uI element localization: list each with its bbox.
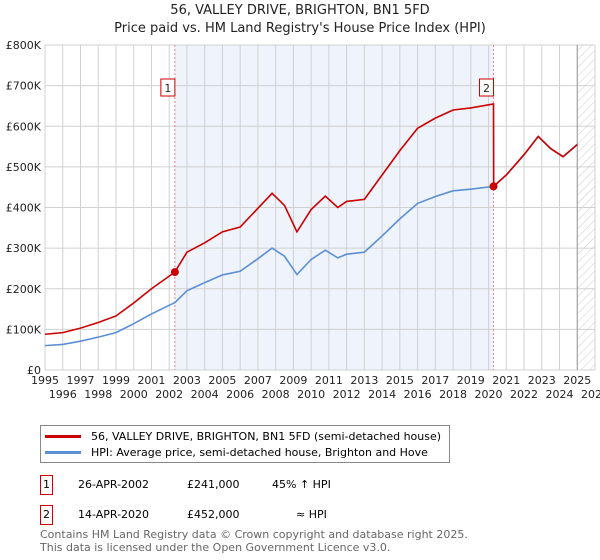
x-tick-label: 2011 [315, 374, 343, 387]
y-tick-label: £800K [6, 39, 42, 52]
y-tick-label: £500K [6, 161, 42, 174]
x-tick-label: 2003 [173, 374, 201, 387]
sale-label: 2 [483, 82, 490, 95]
price-chart: 1995199619971998199920002001200220032004… [6, 39, 600, 401]
price-paid-line [44, 102, 578, 336]
x-tick-label: 2010 [297, 388, 325, 401]
chart-title: 56, VALLEY DRIVE, BRIGHTON, BN1 5FD [170, 3, 430, 18]
x-tick-label: 2012 [333, 388, 361, 401]
sale-hpi: 45% ↑ HPI [272, 478, 331, 491]
x-tick-label: 2005 [208, 374, 236, 387]
legend-item-hpi: HPI: Average price, semi-detached house,… [41, 444, 441, 460]
x-tick-label: 2026 [581, 388, 600, 401]
x-tick-label: 2001 [137, 374, 165, 387]
sale-label-box [160, 78, 176, 97]
sale-price: £241,000 [187, 478, 240, 491]
footer: Contains HM Land Registry data © Crown c… [40, 528, 468, 554]
x-tick-label: 2019 [457, 374, 485, 387]
y-tick-label: £400K [6, 202, 42, 215]
sale-date: 26-APR-2002 [78, 478, 150, 491]
legend-item-property: 56, VALLEY DRIVE, BRIGHTON, BN1 5FD (sem… [41, 428, 441, 444]
x-tick-label: 2016 [404, 388, 432, 401]
x-tick-label: 2015 [386, 374, 414, 387]
x-tick-label: 1997 [66, 374, 94, 387]
y-tick-label: £0 [27, 364, 41, 377]
x-tick-label: 2004 [191, 388, 219, 401]
x-tick-label: 1998 [84, 388, 112, 401]
sale-label: 1 [164, 82, 171, 95]
sale-badge: 2 [40, 505, 53, 525]
x-tick-label: 2024 [546, 388, 574, 401]
y-tick-label: £200K [6, 283, 42, 296]
x-tick-label: 2025 [563, 374, 591, 387]
sale-hpi: ≈ HPI [296, 508, 327, 521]
chart-subtitle: Price paid vs. HM Land Registry's House … [114, 21, 486, 36]
x-tick-label: 2009 [279, 374, 307, 387]
x-tick-label: 1996 [49, 388, 77, 401]
x-tick-label: 2014 [368, 388, 396, 401]
x-tick-label: 2017 [421, 374, 449, 387]
sale-price: £452,000 [187, 508, 240, 521]
x-tick-label: 2018 [439, 388, 467, 401]
x-tick-label: 2023 [528, 374, 556, 387]
footer-line: Contains HM Land Registry data © Crown c… [40, 528, 468, 541]
x-tick-label: 2022 [510, 388, 538, 401]
footer-line: This data is licensed under the Open Gov… [40, 541, 391, 554]
x-tick-label: 2002 [155, 388, 183, 401]
x-tick-label: 2021 [492, 374, 520, 387]
x-tick-label: 2000 [120, 388, 148, 401]
x-tick-label: 1999 [102, 374, 130, 387]
x-tick-label: 2007 [244, 374, 272, 387]
y-tick-label: £100K [6, 323, 42, 336]
y-tick-label: £700K [6, 80, 42, 93]
x-tick-label: 1995 [31, 374, 59, 387]
sale-label-box [479, 78, 495, 97]
y-tick-label: £600K [6, 120, 42, 133]
legend: 56, VALLEY DRIVE, BRIGHTON, BN1 5FD (sem… [40, 425, 451, 463]
legend-label: 56, VALLEY DRIVE, BRIGHTON, BN1 5FD (sem… [91, 429, 442, 443]
sale-date: 14-APR-2020 [78, 508, 150, 521]
y-tick-label: £300K [6, 242, 42, 255]
legend-label: HPI: Average price, semi-detached house,… [91, 445, 428, 459]
sale-point [170, 268, 179, 277]
x-tick-label: 2006 [226, 388, 254, 401]
x-tick-label: 2008 [262, 388, 290, 401]
sale-badge: 1 [40, 475, 53, 495]
x-tick-label: 2020 [475, 388, 503, 401]
x-tick-label: 2013 [350, 374, 378, 387]
sale-point [489, 182, 498, 191]
